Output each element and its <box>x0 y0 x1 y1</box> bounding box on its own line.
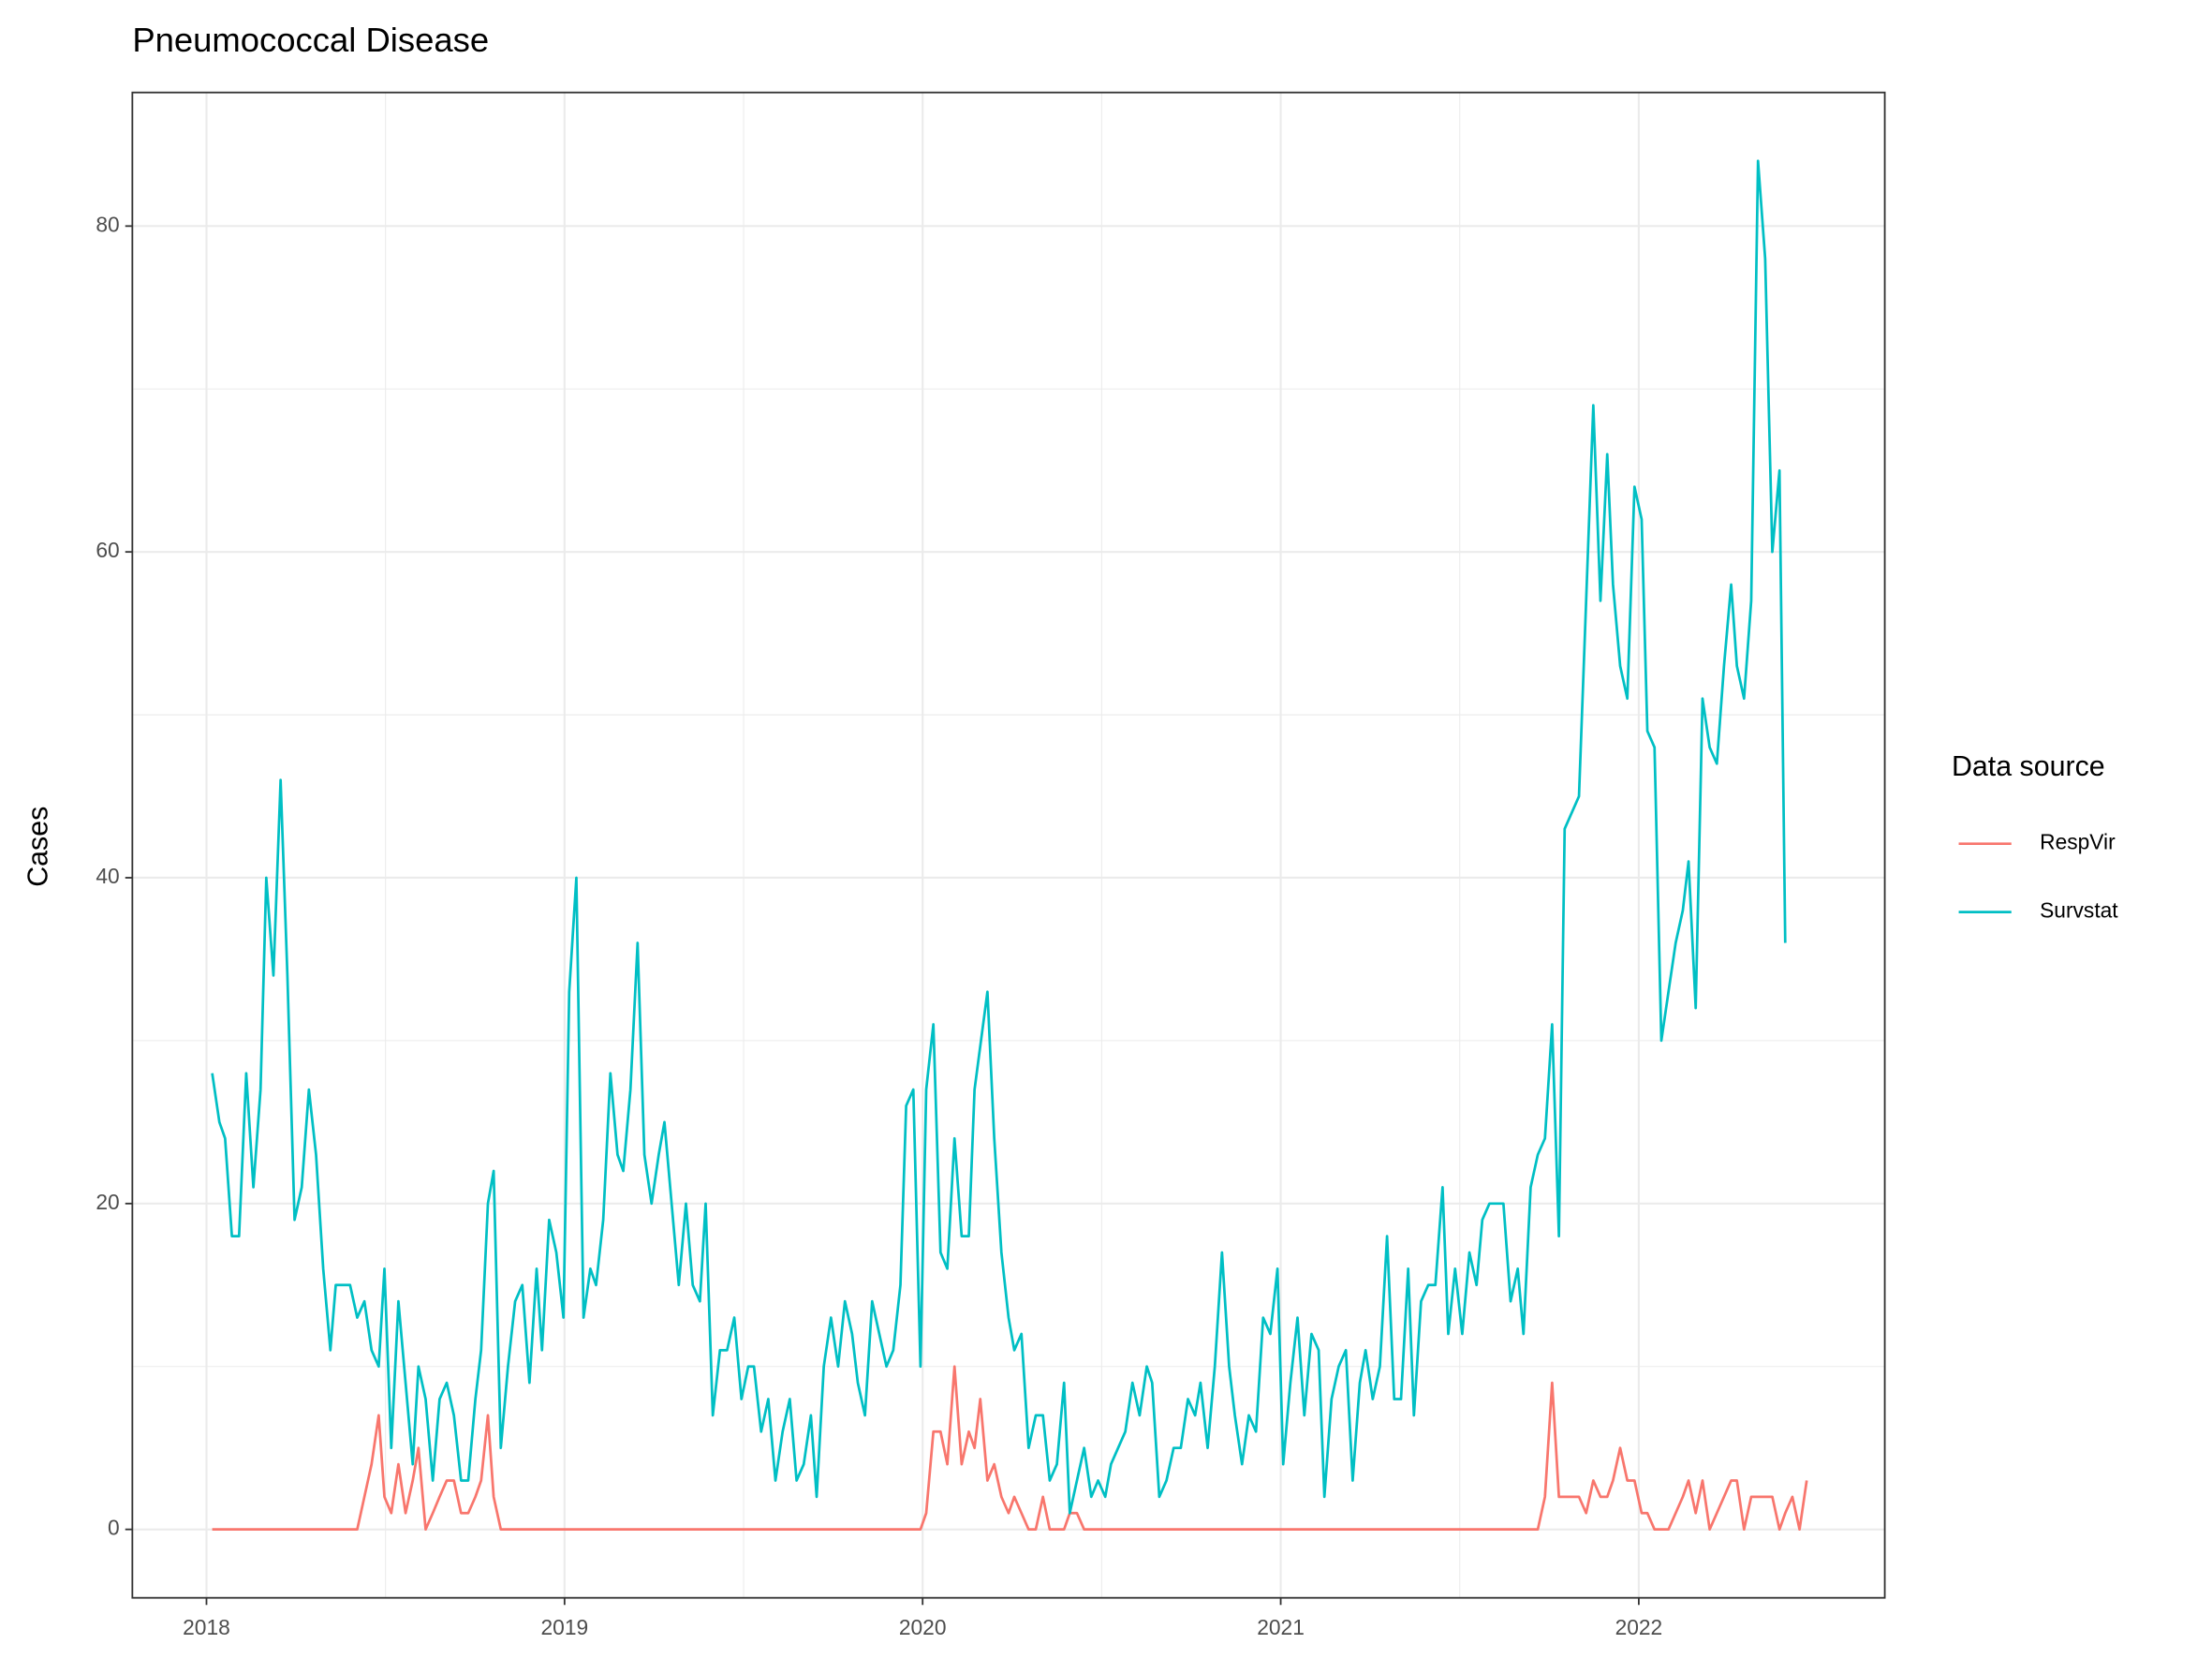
legend: Data source RespVir Survstat <box>1952 751 2118 922</box>
x-tick-label: 2021 <box>1257 1615 1305 1639</box>
legend-label: RespVir <box>2040 830 2116 854</box>
y-tick-label: 20 <box>96 1190 119 1214</box>
series-line <box>211 159 1787 1515</box>
chart-title: Pneumococcal Disease <box>132 21 489 59</box>
plot-data <box>211 159 1808 1532</box>
legend-title: Data source <box>1952 751 2105 782</box>
grid <box>132 92 1885 1598</box>
panel-border <box>131 91 1886 1599</box>
x-tick-label: 2018 <box>183 1615 230 1639</box>
x-tick-label: 2020 <box>899 1615 947 1639</box>
y-tick-label: 80 <box>96 212 119 236</box>
y-tick-label: 60 <box>96 538 119 562</box>
series-line <box>212 1365 1808 1532</box>
x-tick-label: 2019 <box>541 1615 589 1639</box>
y-axis-title: Cases <box>23 807 54 887</box>
x-tick-label: 2022 <box>1615 1615 1663 1639</box>
y-tick-label: 0 <box>108 1516 120 1540</box>
legend-label: Survstat <box>2040 898 2118 923</box>
y-tick-label: 40 <box>96 864 119 888</box>
